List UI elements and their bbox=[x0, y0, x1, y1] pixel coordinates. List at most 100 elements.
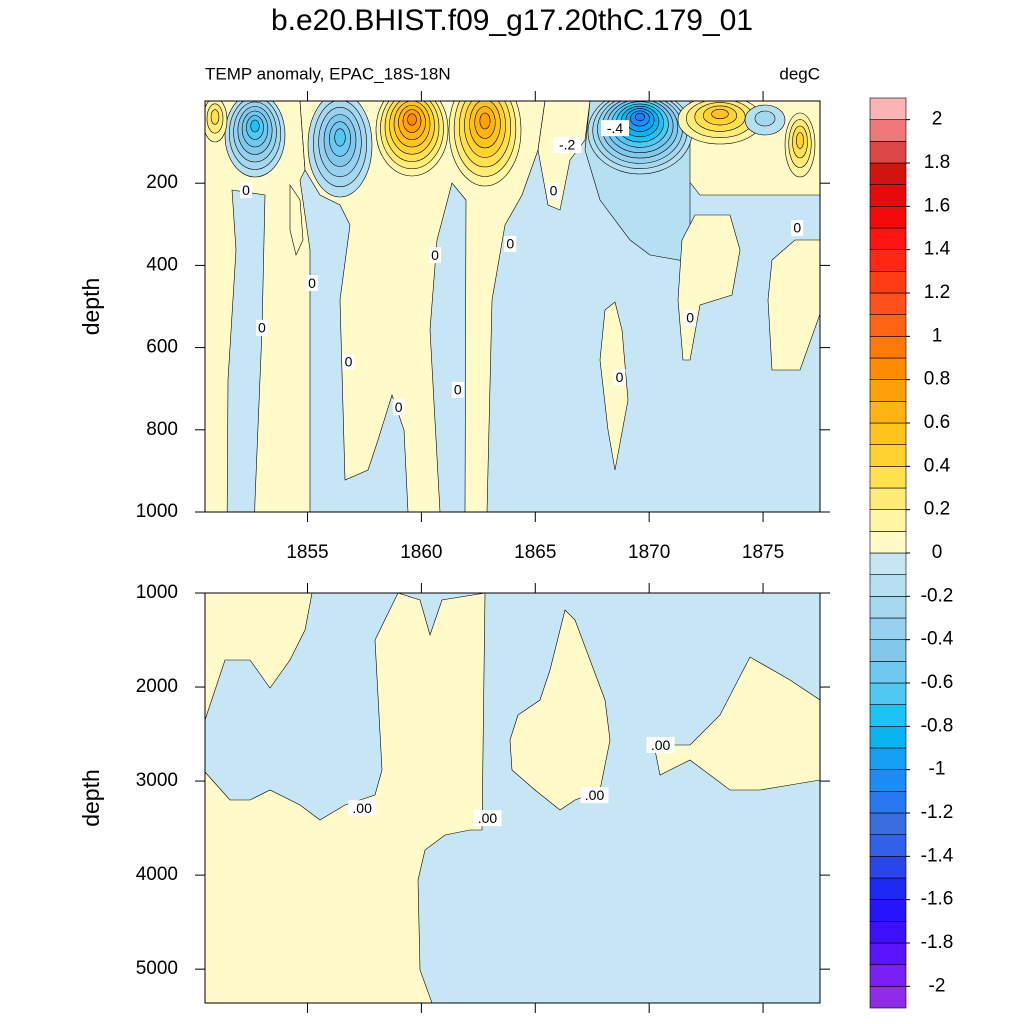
contour-label: -.4 bbox=[607, 120, 624, 136]
colorbar-box bbox=[869, 227, 907, 250]
colorbar-tick-label: -1.4 bbox=[921, 845, 954, 866]
colorbar-tick-label: 0 bbox=[932, 542, 943, 563]
colorbar-box bbox=[869, 119, 907, 142]
colorbar-box bbox=[869, 682, 907, 705]
contour-region bbox=[205, 593, 486, 1003]
colorbar-box bbox=[869, 726, 907, 749]
colorbar-box bbox=[869, 964, 907, 987]
contour-label: 0 bbox=[616, 369, 624, 385]
contour-label-box bbox=[306, 275, 319, 292]
contour-region bbox=[226, 189, 266, 512]
contour-region bbox=[767, 239, 820, 371]
colorbar-box bbox=[869, 487, 907, 510]
colorbar-box bbox=[869, 856, 907, 879]
contour-region bbox=[299, 101, 546, 512]
colorbar-box bbox=[869, 444, 907, 467]
colorbar-box bbox=[869, 704, 907, 727]
colorbar-box bbox=[869, 379, 907, 402]
contour-region bbox=[250, 119, 260, 133]
colorbar-box bbox=[869, 292, 907, 315]
contour-label: 0 bbox=[345, 354, 353, 370]
colorbar-tick-label: -0.8 bbox=[921, 715, 954, 736]
colorbar-tick-label: 2 bbox=[932, 109, 943, 130]
colorbar-box bbox=[869, 747, 907, 770]
colorbar-tick-label: 1.2 bbox=[924, 282, 950, 303]
colorbar-tick-label: -2 bbox=[929, 975, 946, 996]
colorbar-box bbox=[869, 141, 907, 164]
colorbar-tick-label: 0.8 bbox=[924, 369, 950, 390]
colorbar-box bbox=[869, 509, 907, 532]
contour-label: 0 bbox=[686, 310, 694, 326]
contour-region bbox=[795, 132, 805, 149]
contour-label-box bbox=[613, 369, 626, 386]
contour-region bbox=[407, 113, 417, 126]
colorbar-tick-label: 1.4 bbox=[924, 239, 951, 260]
contour-label: 0 bbox=[242, 182, 250, 198]
colorbar-tick-label: 0.4 bbox=[924, 455, 951, 476]
colorbar-tick-label: -0.2 bbox=[921, 585, 954, 606]
colorbar-box bbox=[869, 639, 907, 662]
colorbar-box bbox=[869, 834, 907, 857]
colorbar-box bbox=[869, 812, 907, 835]
contour-label-box bbox=[580, 787, 609, 804]
colorbar-box bbox=[869, 206, 907, 229]
contour-region bbox=[334, 128, 346, 147]
colorbar-box bbox=[869, 249, 907, 272]
colorbar-box bbox=[869, 97, 907, 120]
contour-label-box bbox=[342, 353, 355, 370]
colorbar-box bbox=[869, 357, 907, 380]
contour-field-bottom bbox=[205, 593, 820, 1003]
contour-label: .00 bbox=[352, 800, 372, 816]
contour-label-box bbox=[255, 319, 268, 336]
chart-title: b.e20.BHIST.f09_g17.20thC.179_01 bbox=[271, 4, 753, 37]
colorbar-box bbox=[869, 271, 907, 294]
colorbar-tick-label: 1 bbox=[932, 325, 943, 346]
contour-region bbox=[654, 656, 820, 791]
colorbar-tick-label: 1.6 bbox=[924, 195, 950, 216]
y-tick-label: 2000 bbox=[136, 676, 178, 697]
colorbar-box bbox=[869, 769, 907, 792]
contour-label-box bbox=[451, 381, 464, 398]
y-tick-label: 4000 bbox=[136, 864, 178, 885]
y-tick-label: 200 bbox=[146, 172, 178, 193]
colorbar-box bbox=[869, 401, 907, 424]
colorbar-tick-label: -1.2 bbox=[921, 802, 954, 823]
colorbar-tick-label: 0.2 bbox=[924, 499, 950, 520]
contour-label-box bbox=[791, 219, 804, 236]
contour-label-box bbox=[392, 399, 405, 416]
plot-frame bbox=[204, 100, 821, 513]
x-tick-label: 1865 bbox=[514, 542, 556, 563]
contour-label-box bbox=[473, 810, 502, 827]
colorbar-box bbox=[869, 596, 907, 619]
contour-label: .00 bbox=[478, 810, 498, 826]
contour-label: 0 bbox=[395, 399, 403, 415]
units: degC bbox=[779, 64, 820, 83]
y-tick-label: 3000 bbox=[136, 770, 178, 791]
colorbar-box bbox=[869, 336, 907, 359]
colorbar-box bbox=[869, 422, 907, 445]
contour-label-box bbox=[240, 182, 252, 199]
colorbar-box bbox=[869, 162, 907, 185]
colorbar-box bbox=[869, 552, 907, 575]
contour-label: 0 bbox=[454, 382, 462, 398]
plot-frame bbox=[204, 592, 821, 1004]
contour-region bbox=[711, 108, 729, 120]
x-tick-label: 1855 bbox=[286, 542, 328, 563]
y-axis-label: depth bbox=[78, 278, 104, 336]
contour-region bbox=[210, 109, 220, 125]
contour-label: 0 bbox=[506, 236, 514, 252]
y-tick-label: 800 bbox=[146, 419, 178, 440]
colorbar-box bbox=[869, 921, 907, 944]
colorbar-tick-label: -1 bbox=[929, 759, 946, 780]
contour-region bbox=[634, 112, 646, 122]
colorbar-box bbox=[869, 899, 907, 922]
colorbar-box bbox=[869, 531, 907, 554]
contour-region bbox=[479, 112, 491, 130]
y-tick-label: 1000 bbox=[136, 582, 178, 603]
contour-label-box bbox=[348, 800, 377, 817]
y-tick-label: 400 bbox=[146, 254, 178, 275]
y-axis-label: depth bbox=[78, 769, 104, 827]
contour-label-box bbox=[429, 247, 442, 264]
x-tick-label: 1875 bbox=[742, 542, 784, 563]
contour-field-top bbox=[205, 101, 820, 512]
